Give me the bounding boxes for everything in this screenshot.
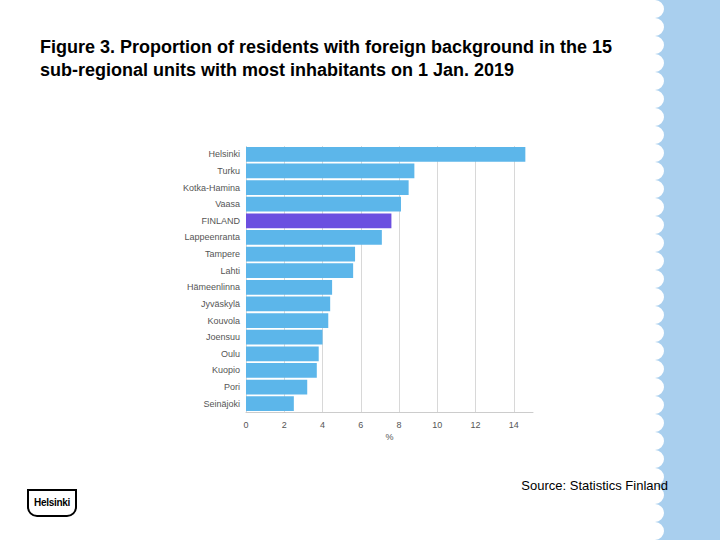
svg-text:Figure 3. Proportion of reside: Figure 3. Proportion of residents with f… — [40, 37, 617, 57]
svg-text:6: 6 — [358, 420, 363, 430]
svg-text:Joensuu: Joensuu — [206, 332, 240, 342]
svg-text:FINLAND: FINLAND — [201, 216, 240, 226]
svg-text:Pori: Pori — [224, 382, 240, 392]
svg-text:Kotka-Hamina: Kotka-Hamina — [183, 183, 240, 193]
svg-text:2: 2 — [282, 420, 287, 430]
html-text:Helsinki: Helsinki — [34, 497, 70, 508]
svg-text:12: 12 — [471, 420, 481, 430]
svg-text:Lappeenranta: Lappeenranta — [184, 232, 240, 242]
svg-text:Oulu: Oulu — [221, 349, 240, 359]
html-text:Source: Statistics Finland: Source: Statistics Finland — [521, 478, 668, 493]
svg-text:10: 10 — [432, 420, 442, 430]
svg-text:14: 14 — [509, 420, 519, 430]
svg-text:Jyväskylä: Jyväskylä — [201, 299, 240, 309]
svg-text:8: 8 — [397, 420, 402, 430]
svg-text:4: 4 — [320, 420, 325, 430]
svg-text:Turku: Turku — [217, 166, 240, 176]
svg-text:%: % — [385, 432, 393, 442]
svg-text:Vaasa: Vaasa — [215, 199, 240, 209]
svg-text:Tampere: Tampere — [205, 249, 240, 259]
svg-text:Kuopio: Kuopio — [212, 365, 240, 375]
svg-text:Hämeenlinna: Hämeenlinna — [187, 282, 240, 292]
svg-text:sub-regional units with most i: sub-regional units with most inhabitants… — [40, 60, 514, 80]
svg-text:0: 0 — [243, 420, 248, 430]
svg-text:Seinäjoki: Seinäjoki — [203, 399, 240, 409]
svg-text:Lahti: Lahti — [220, 266, 240, 276]
svg-text:Helsinki: Helsinki — [208, 149, 240, 159]
svg-text:Kouvola: Kouvola — [207, 316, 240, 326]
